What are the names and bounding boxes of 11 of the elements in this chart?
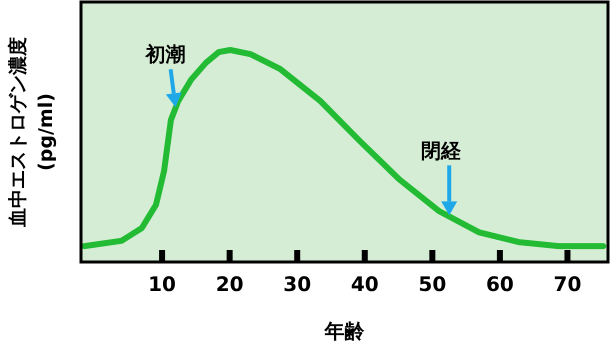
x-axis-title: 年齢 [324, 319, 366, 343]
annotation: 初潮 [144, 42, 186, 66]
x-tick-label: 40 [350, 272, 379, 296]
x-tick-label: 70 [554, 272, 582, 296]
annotation: 閉経 [421, 138, 462, 162]
x-tick-label: 60 [486, 272, 514, 296]
x-tick-label: 30 [283, 272, 312, 296]
y-axis-title: 血中エストロゲン濃度 (pg/ml) [7, 37, 57, 228]
x-tick-label: 20 [216, 272, 244, 296]
x-tick-label: 10 [148, 272, 176, 296]
x-tick-label: 50 [418, 272, 446, 296]
